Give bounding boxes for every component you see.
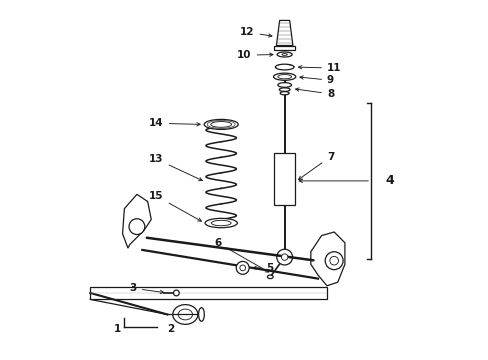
Ellipse shape xyxy=(211,220,230,226)
Text: 9: 9 xyxy=(299,75,333,85)
Ellipse shape xyxy=(279,88,289,91)
Bar xyxy=(273,45,295,50)
Ellipse shape xyxy=(277,52,292,57)
Ellipse shape xyxy=(275,64,293,70)
Ellipse shape xyxy=(280,91,288,95)
Circle shape xyxy=(276,249,292,265)
Text: 3: 3 xyxy=(129,283,163,294)
Circle shape xyxy=(325,252,343,270)
Circle shape xyxy=(129,219,144,234)
Ellipse shape xyxy=(282,54,287,55)
Text: 2: 2 xyxy=(167,313,177,334)
Ellipse shape xyxy=(178,309,192,320)
Text: 8: 8 xyxy=(295,88,333,99)
Ellipse shape xyxy=(273,73,295,80)
Text: 13: 13 xyxy=(149,154,202,181)
Ellipse shape xyxy=(172,305,198,324)
Ellipse shape xyxy=(203,120,238,130)
Ellipse shape xyxy=(267,275,273,279)
Ellipse shape xyxy=(204,219,237,228)
Circle shape xyxy=(236,261,249,274)
Ellipse shape xyxy=(277,75,291,79)
Ellipse shape xyxy=(173,290,179,296)
FancyBboxPatch shape xyxy=(90,287,326,300)
Text: 4: 4 xyxy=(385,174,393,186)
Text: 15: 15 xyxy=(149,191,201,221)
Text: 14: 14 xyxy=(149,118,200,128)
Ellipse shape xyxy=(210,122,231,127)
FancyBboxPatch shape xyxy=(273,153,295,205)
Circle shape xyxy=(329,256,338,265)
Text: 1: 1 xyxy=(114,324,122,334)
Circle shape xyxy=(281,254,287,260)
Text: 6: 6 xyxy=(214,238,268,272)
Text: 11: 11 xyxy=(298,63,341,73)
Text: 5: 5 xyxy=(252,263,273,273)
Polygon shape xyxy=(310,232,344,286)
Polygon shape xyxy=(276,21,292,45)
Ellipse shape xyxy=(198,308,204,321)
Text: 12: 12 xyxy=(240,27,271,37)
Ellipse shape xyxy=(277,83,291,87)
Circle shape xyxy=(239,265,245,271)
Polygon shape xyxy=(122,194,151,248)
Text: 7: 7 xyxy=(298,152,334,180)
Text: 10: 10 xyxy=(237,50,272,60)
